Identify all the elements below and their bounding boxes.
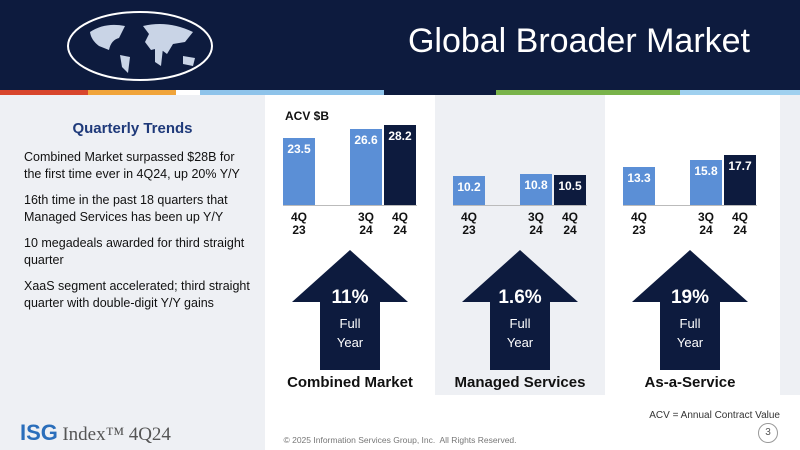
baseline — [453, 205, 587, 206]
x-tick-label: 4Q 23 — [630, 210, 647, 237]
chart-title: As-a-Service — [644, 374, 736, 391]
x-tick-label: 3Q 24 — [357, 210, 374, 237]
sidebar-bg — [0, 95, 265, 450]
trend-point: XaaS segment accelerated; third straight… — [24, 279, 250, 310]
value-label: 26.6 — [354, 133, 378, 148]
world-map — [67, 11, 213, 81]
color-stripe — [0, 90, 800, 95]
x-tick-label: 4Q 24 — [561, 210, 578, 237]
growth-arrow — [292, 250, 408, 370]
value-label: 17.7 — [728, 158, 752, 173]
bar — [724, 154, 756, 205]
x-tick-label: 3Q 24 — [697, 210, 714, 237]
growth-arrow — [632, 250, 748, 370]
value-label: 15.8 — [694, 163, 718, 178]
growth-value: 19% — [670, 287, 710, 308]
copyright: © 2025 Information Services Group, Inc. … — [283, 435, 517, 445]
value-label: 13.3 — [627, 171, 651, 186]
trend-point: 10 megadeals awarded for third straight … — [24, 236, 245, 267]
value-label: 23.5 — [287, 142, 311, 157]
logo-text: Index™ — [62, 424, 125, 445]
bar — [690, 159, 722, 205]
bar — [453, 175, 485, 205]
value-label: 10.2 — [457, 179, 481, 194]
baseline — [283, 205, 417, 206]
x-tick-label: 4Q 23 — [290, 210, 307, 237]
page-number: 3 — [758, 423, 778, 443]
units-label: ACV $B — [285, 109, 330, 123]
value-label: 10.8 — [524, 178, 548, 193]
logo-mark: ISG — [20, 420, 58, 445]
bar — [283, 138, 315, 205]
growth-label: Full Year — [676, 316, 704, 350]
growth-label: Full Year — [336, 316, 364, 350]
growth-arrow — [462, 250, 578, 370]
logo: ISG Index™ 4Q24 — [20, 420, 171, 446]
footnote: ACV = Annual Contract Value — [649, 410, 780, 421]
baseline — [623, 205, 757, 206]
bar — [520, 174, 552, 205]
value-label: 10.5 — [558, 179, 582, 194]
trend-point: 16th time in the past 18 quarters that M… — [24, 193, 228, 224]
growth-value: 1.6% — [498, 287, 542, 308]
trend-point: Combined Market surpassed $28B for the f… — [24, 150, 240, 181]
growth-label: Full Year — [506, 316, 534, 350]
slide-title: Global Broader Market — [407, 22, 750, 60]
value-label: 28.2 — [388, 128, 412, 143]
x-tick-label: 4Q 24 — [391, 210, 408, 237]
bar — [623, 167, 655, 205]
chart-title: Managed Services — [454, 374, 586, 391]
sidebar-title: Quarterly Trends — [72, 120, 193, 137]
logo-period: 4Q24 — [128, 424, 171, 445]
panel-bg — [780, 95, 800, 395]
header-band — [0, 0, 800, 90]
bar — [350, 129, 382, 205]
x-tick-label: 4Q 24 — [731, 210, 748, 237]
sidebar-points: Combined Market surpassed $28B for the f… — [24, 149, 254, 321]
bar — [384, 124, 416, 205]
x-tick-label: 4Q 23 — [460, 210, 477, 237]
chart-title: Combined Market — [287, 374, 413, 391]
bar — [554, 175, 586, 205]
x-tick-label: 3Q 24 — [527, 210, 544, 237]
growth-value: 11% — [331, 287, 369, 308]
